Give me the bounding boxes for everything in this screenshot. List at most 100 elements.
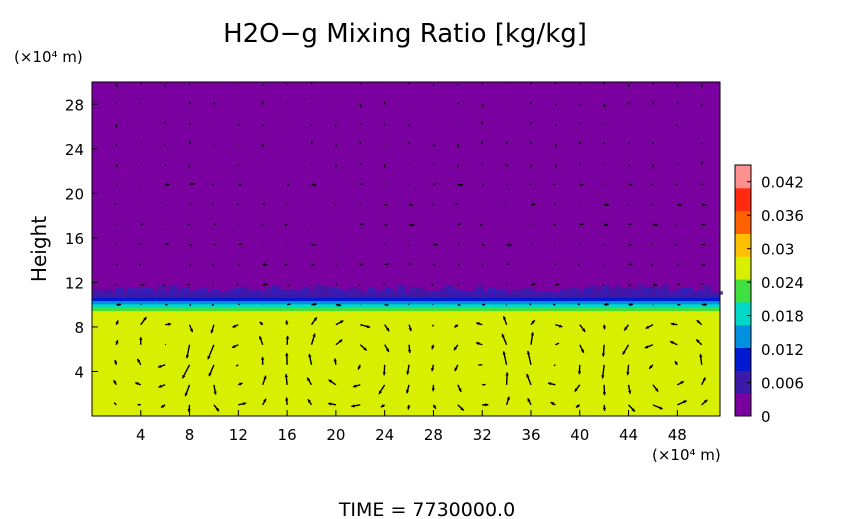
wind-vector-head (210, 329, 214, 334)
colorbar-frame (734, 164, 752, 417)
wind-vector-head (602, 392, 607, 396)
wind-vector-head (313, 183, 317, 187)
interface-blob (464, 292, 471, 295)
interface-blob (386, 287, 393, 295)
wind-vector (284, 223, 288, 227)
x-unit-label: (×10⁴ m) (652, 446, 721, 464)
wind-vector (677, 283, 681, 286)
wind-vector (261, 223, 264, 226)
wind-vector-head (285, 335, 290, 340)
wind-vector-head (432, 405, 436, 409)
interface-blob (680, 287, 687, 295)
dry-upper-layer (92, 82, 720, 305)
wind-vector (407, 303, 410, 306)
interface-blob (596, 288, 603, 295)
time-label: TIME = 7730000.0 (338, 499, 515, 519)
wind-vector (286, 83, 289, 86)
wind-vector-head (453, 346, 458, 351)
colorbar-tick-label: 0.006 (761, 375, 804, 393)
interface-blob (374, 291, 381, 295)
wind-vector-head (158, 384, 162, 388)
y-tick-label: 4 (74, 363, 84, 381)
interface-blob (368, 287, 375, 295)
wind-vector (579, 104, 582, 107)
wind-vector-head (502, 351, 506, 355)
wind-vector-head (696, 339, 700, 343)
interface-blob (488, 287, 495, 295)
interface-blob (134, 288, 141, 295)
wind-vector (237, 263, 240, 266)
wind-vector-head (285, 397, 289, 401)
interface-blob (170, 285, 177, 295)
wind-vector-head (460, 407, 464, 411)
wind-vector (553, 364, 556, 367)
wind-vector-head (284, 373, 289, 378)
wind-vector-head (114, 359, 118, 364)
colorbar-tick-label: 0.012 (761, 341, 804, 359)
wind-vector-head (380, 404, 385, 408)
interface-blob (434, 292, 441, 295)
wind-vector (701, 161, 704, 165)
wind-vector (140, 303, 142, 306)
wind-vector (237, 303, 240, 306)
wind-vector (675, 243, 678, 246)
wind-vector-head (601, 353, 606, 357)
interface-blob (128, 287, 135, 295)
wind-vector-head (115, 320, 119, 324)
wind-vector-head (407, 349, 412, 354)
interface-blob (284, 289, 291, 295)
wind-vector-head (454, 367, 458, 372)
interface-blob (392, 291, 399, 295)
interface-blob (566, 288, 573, 295)
wind-vector-head (605, 203, 610, 207)
wind-vector-head (215, 407, 219, 412)
wind-vector (701, 84, 703, 88)
wind-vector (140, 82, 143, 85)
wind-vector (628, 283, 632, 286)
wind-vector-head (166, 182, 170, 187)
wind-vector-head (654, 223, 659, 227)
wind-vector-head (653, 283, 658, 287)
interface-blob (206, 291, 213, 295)
wind-vector-head (184, 392, 188, 397)
interface-blob (200, 288, 207, 295)
wind-vector (579, 141, 582, 145)
wind-vector (602, 243, 605, 246)
wind-vector (675, 224, 678, 226)
wind-vector (457, 222, 462, 226)
colorbar-tick-label: 0.018 (761, 308, 804, 326)
y-tick-label: 20 (65, 185, 84, 203)
wind-vector-head (532, 282, 536, 287)
wind-vector-head (189, 328, 193, 333)
wind-vector (506, 263, 509, 266)
wind-vector-head (645, 325, 650, 329)
wind-vector-head (454, 324, 458, 328)
wind-vector-head (232, 324, 236, 328)
wind-vector-head (559, 324, 563, 328)
interface-blob (656, 288, 663, 295)
interface-blob (512, 289, 519, 295)
interface-blob (452, 288, 459, 295)
interface-blob (584, 287, 591, 295)
wind-vector-head (626, 372, 630, 376)
wind-vector-head (431, 367, 435, 372)
wind-vector (164, 223, 167, 226)
interface-blob (674, 288, 681, 295)
wind-vector-head (386, 327, 390, 332)
wind-vector-head (264, 282, 268, 287)
wind-vector (408, 183, 411, 186)
colorbar-tick-label: 0.042 (761, 174, 804, 192)
colorbar-swatch (735, 165, 751, 189)
wind-vector-head (674, 361, 678, 365)
wind-vector-head (703, 302, 707, 307)
wind-vector (138, 263, 142, 266)
wind-vector (286, 283, 291, 287)
interface-blob (110, 292, 117, 295)
wind-vector (114, 283, 117, 286)
interface-blob (698, 290, 705, 295)
wind-vector-head (135, 382, 139, 386)
wind-vector (164, 103, 167, 105)
wind-vector (554, 144, 557, 148)
wind-vector (628, 223, 633, 226)
wind-vector-head (575, 404, 580, 408)
